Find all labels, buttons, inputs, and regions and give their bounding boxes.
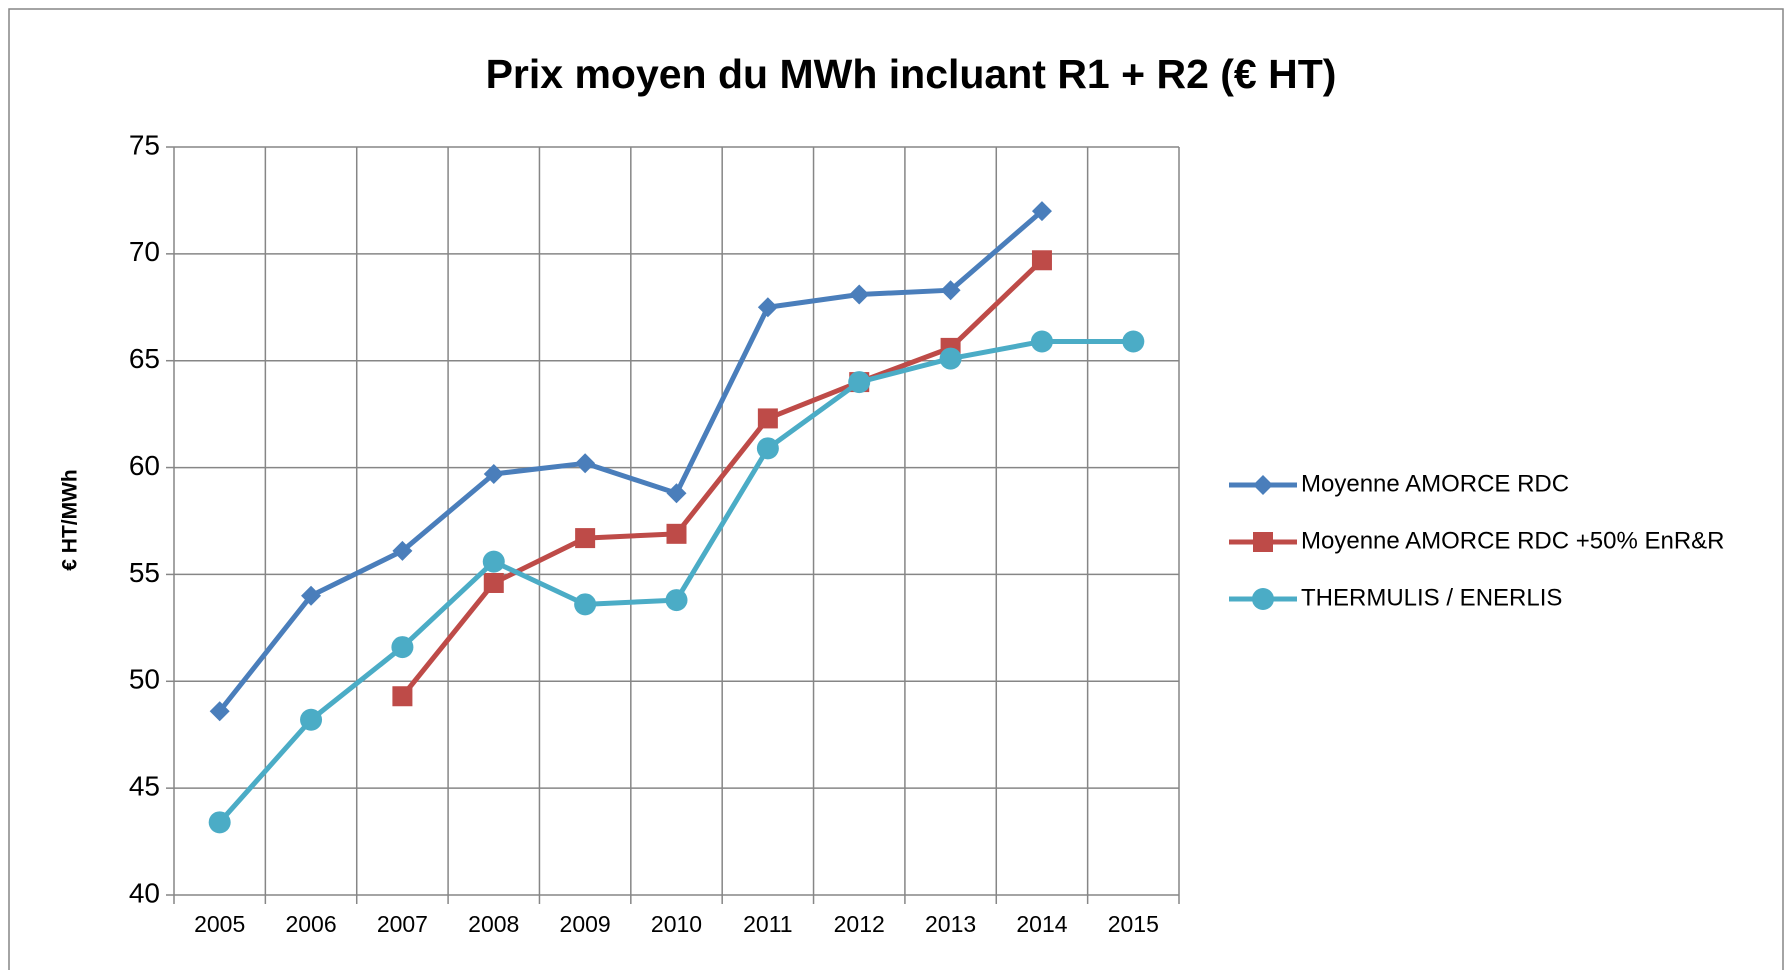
data-point (757, 408, 778, 429)
data-point (575, 528, 596, 549)
x-tick-label: 2005 (194, 911, 245, 937)
y-axis-label: € HT/MWh (59, 469, 82, 570)
x-tick-label: 2010 (651, 911, 702, 937)
x-tick-label: 2009 (560, 911, 611, 937)
x-tick-label: 2008 (468, 911, 519, 937)
legend-label: THERMULIS / ENERLIS (1301, 584, 1562, 611)
data-point (1030, 330, 1053, 353)
y-tick-label: 50 (129, 664, 160, 695)
data-point (1031, 201, 1052, 222)
data-point (208, 811, 231, 834)
x-tick-label: 2014 (1016, 911, 1067, 937)
data-point (756, 437, 779, 460)
data-point (666, 523, 687, 544)
data-point (391, 636, 414, 659)
chart-title: Prix moyen du MWh incluant R1 + R2 (€ HT… (486, 51, 1337, 97)
x-tick-label: 2015 (1108, 911, 1159, 937)
x-tick-label: 2007 (377, 911, 428, 937)
data-point (482, 550, 505, 573)
data-point (301, 585, 322, 606)
data-point (1031, 250, 1052, 271)
data-point (575, 453, 596, 474)
data-point (483, 463, 504, 484)
data-point (209, 701, 230, 722)
y-tick-label: 55 (129, 557, 160, 588)
y-tick-label: 70 (129, 236, 160, 267)
legend-marker (1252, 588, 1274, 610)
series-line (400, 258, 1044, 698)
x-tick-label: 2013 (925, 911, 976, 937)
x-tick-label: 2006 (285, 911, 336, 937)
data-point (849, 284, 870, 305)
data-point (939, 347, 962, 370)
data-point (574, 593, 597, 616)
y-tick-label: 45 (129, 771, 160, 802)
chart-frame (8, 8, 1784, 970)
data-point (392, 686, 413, 707)
data-point (665, 589, 688, 612)
series-line (217, 209, 1044, 713)
y-tick-label: 60 (129, 450, 160, 481)
data-point (483, 572, 504, 593)
y-tick-label: 75 (129, 129, 160, 160)
x-tick-label: 2012 (834, 911, 885, 937)
legend-marker (1253, 532, 1273, 552)
data-point (300, 708, 323, 731)
data-point (757, 297, 778, 318)
y-tick-label: 40 (129, 877, 160, 908)
legend-marker (1253, 475, 1273, 495)
data-point (940, 280, 961, 301)
data-point (666, 483, 687, 504)
legend-label: Moyenne AMORCE RDC +50% EnR&R (1301, 527, 1725, 554)
y-tick-label: 65 (129, 343, 160, 374)
x-tick-label: 2011 (743, 911, 792, 937)
data-point (392, 540, 413, 561)
legend-label: Moyenne AMORCE RDC (1301, 470, 1569, 497)
data-point (1122, 330, 1145, 353)
data-point (848, 371, 871, 394)
